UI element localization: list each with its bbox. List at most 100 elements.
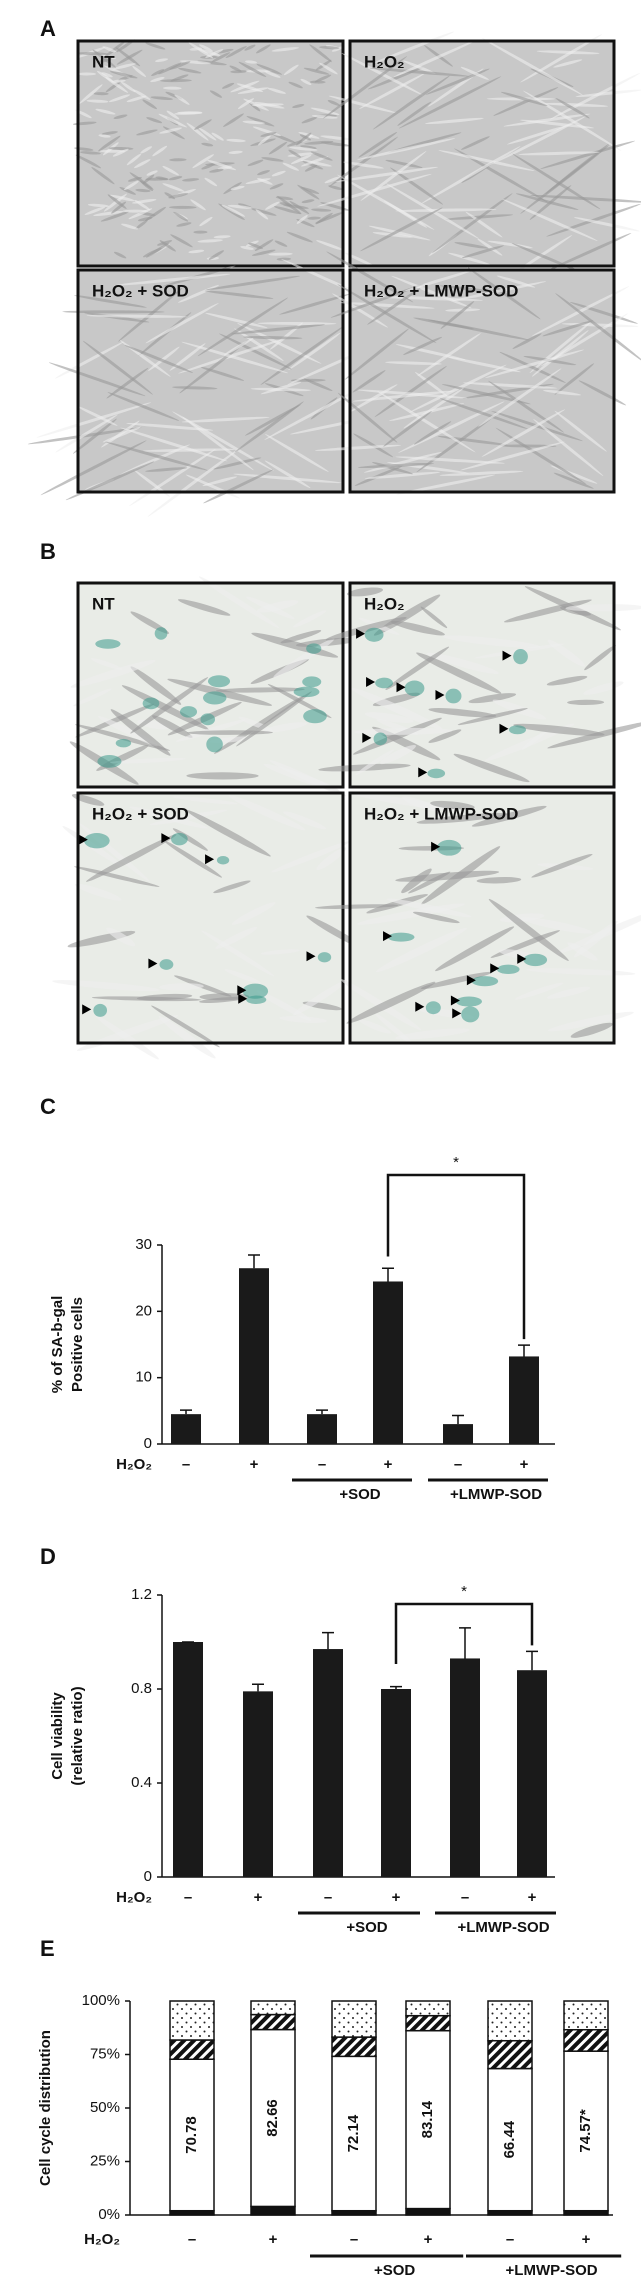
image-label: H₂O₂ + SOD: [92, 281, 189, 300]
cell: [170, 234, 193, 248]
cell: [367, 287, 421, 325]
cell: [151, 69, 165, 76]
cell: [315, 904, 399, 909]
cell: [481, 37, 584, 96]
cell: [292, 104, 305, 109]
cell: [148, 346, 180, 372]
x-tick-label: +: [520, 1456, 529, 1473]
x-tick-label: +: [269, 2231, 278, 2248]
cell: [86, 99, 109, 103]
cell: [260, 325, 345, 386]
cell: [343, 161, 384, 169]
stain: [242, 983, 269, 999]
arrowhead: [383, 931, 393, 942]
bar-segment: [331, 2036, 377, 2058]
y-tick-label: 0.8: [131, 1680, 152, 1697]
cell: [230, 80, 260, 93]
cell: [158, 113, 188, 128]
cell: [301, 116, 318, 124]
bar: [373, 1281, 403, 1444]
y-axis-label: Positive cells: [69, 1297, 86, 1392]
cell: [138, 217, 153, 222]
cell: [326, 251, 414, 303]
stain: [317, 952, 332, 963]
image-frame: [348, 268, 616, 494]
cell: [395, 208, 497, 212]
cell: [151, 1005, 220, 1048]
cell: [174, 94, 190, 105]
cell: [182, 178, 200, 182]
cell: [188, 249, 205, 254]
cell: [114, 39, 136, 53]
cell: [162, 165, 179, 176]
cell: [292, 979, 348, 1016]
cell: [77, 72, 96, 76]
arrowhead: [517, 953, 527, 964]
cell: [136, 993, 193, 1001]
cell: [461, 245, 504, 259]
cell: [271, 170, 286, 177]
cell: [303, 67, 330, 75]
cell: [565, 604, 641, 612]
cell: [152, 145, 168, 157]
significance-label: *: [461, 1583, 467, 1600]
cell: [140, 180, 153, 192]
cell: [499, 351, 566, 383]
y-tick-label: 0: [144, 1868, 152, 1885]
cell: [192, 154, 215, 169]
cell: [398, 401, 505, 453]
cell: [416, 412, 499, 473]
cell: [354, 465, 403, 486]
stain: [206, 736, 223, 753]
cell: [122, 209, 149, 213]
cell: [126, 95, 147, 103]
group-label: +LMWP-SOD: [450, 1486, 542, 1503]
arrowhead: [431, 841, 441, 852]
stain: [115, 738, 132, 748]
cell: [282, 162, 299, 171]
cell: [255, 44, 271, 54]
stain: [364, 627, 384, 642]
cell: [454, 148, 548, 203]
cell: [358, 1019, 392, 1034]
cell: [149, 809, 228, 826]
stain: [84, 832, 110, 849]
cell: [177, 599, 231, 616]
cell: [91, 167, 115, 185]
cell: [73, 688, 112, 707]
bar-segment: [331, 2000, 377, 2038]
cell: [575, 89, 641, 97]
y-tick-label: 20: [135, 1302, 152, 1319]
cell: [265, 201, 280, 210]
cell: [291, 154, 312, 165]
value-label: 66.44: [501, 2120, 518, 2158]
cell: [123, 180, 139, 191]
cell: [567, 942, 598, 961]
cell: [200, 366, 245, 381]
cell: [119, 187, 136, 195]
cell: [514, 982, 564, 1000]
cell: [208, 250, 225, 260]
image-label: H₂O₂ + LMWP-SOD: [364, 804, 518, 823]
cell: [507, 125, 569, 145]
cell: [289, 146, 318, 151]
cell: [488, 898, 569, 961]
cell: [213, 457, 262, 470]
arrowhead: [418, 767, 428, 778]
cell: [242, 120, 265, 125]
cell: [209, 90, 223, 98]
cell: [425, 117, 484, 125]
cell: [228, 795, 306, 831]
cell: [288, 81, 303, 89]
cell: [395, 456, 505, 464]
cell: [380, 744, 416, 765]
stain: [216, 855, 230, 865]
y-axis-label: Cell cycle distribution: [37, 2030, 54, 2186]
x-tick-label: +: [582, 2231, 591, 2248]
bar-segment: [169, 2000, 215, 2041]
cell: [416, 812, 509, 824]
y-tick-label: 0.4: [131, 1774, 152, 1791]
cell: [262, 722, 308, 733]
arrowhead: [435, 690, 445, 701]
